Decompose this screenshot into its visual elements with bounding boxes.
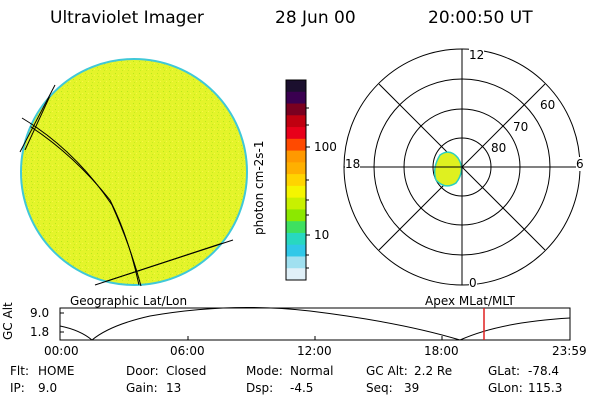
gain-label: Gain: [126,381,158,395]
gc-alt-label: GC Alt: [366,364,408,378]
colorbar-segment [286,91,306,105]
glat-label: GLat: [488,364,521,378]
seq-label: Seq: [366,381,393,395]
mlt-label-6: 6 [576,157,584,171]
colorbar-segment [286,127,306,140]
colorbar-segment [286,221,306,234]
mode-label: Mode: [246,364,283,378]
ip-label: IP: [10,381,25,395]
time-tick-1800: 18:00 [424,344,459,358]
dsp-value: -4.5 [290,381,314,395]
lat-label-60: 60 [539,98,557,112]
colorbar-segment [286,162,306,175]
flt-label: Flt: [10,364,29,378]
time-tick-0600: 06:00 [170,344,205,358]
globe-disk [20,58,248,286]
time-tick-0000: 00:00 [44,344,79,358]
seq-value: 39 [404,381,420,395]
door-value: Closed [166,364,207,378]
glon-label: GLon: [488,381,523,395]
instrument-title: Ultraviolet Imager [50,8,204,28]
aurora-patch [433,151,463,187]
colorbar-segment [286,150,306,163]
gain-value: 13 [166,381,182,395]
time-tick-1200: 12:00 [297,344,332,358]
alt-tick-9: 9.0 [30,306,50,320]
altitude-curve [59,306,571,341]
alt-tick-1-8: 1.8 [30,325,50,339]
colorbar-segment [286,197,306,210]
dsp-label: Dsp: [246,381,274,395]
time-tick-2359: 23:59 [552,344,587,358]
glat-value: -78.4 [528,364,560,378]
glon-value: 115.3 [528,381,563,395]
colorbar-segment [286,209,306,222]
alt-axis-label: GC Alt [1,302,15,340]
apex-caption: Apex MLat/MLT [425,294,515,308]
gc-alt-value: 2.2 Re [414,364,453,378]
colorbar-segment [286,174,306,187]
ip-value: 9.0 [38,381,58,395]
lat-label-70: 70 [512,120,530,134]
colorbar-tick-100: 100 [314,140,337,154]
colorbar-segment [286,232,306,246]
flt-value: HOME [38,364,75,378]
colorbar-segment [286,115,306,128]
mlt-label-12: 12 [469,48,485,62]
colorbar-tick-10: 10 [314,228,330,242]
mlt-label-0: 0 [469,276,477,290]
colorbar-segment [286,244,306,257]
colorbar-segment [286,185,306,199]
colorbar-segment [286,103,306,116]
colorbar-segment [286,138,306,152]
geographic-caption: Geographic Lat/Lon [70,294,188,308]
date-label: 28 Jun 00 [275,8,356,28]
door-label: Door: [126,364,159,378]
colorbar-segment [286,80,306,93]
mlt-label-18: 18 [345,157,361,171]
mode-value: Normal [290,364,334,378]
lat-label-80: 80 [490,141,508,155]
colorbar-segment [286,256,306,269]
colorbar-segment [286,268,306,281]
time-label: 20:00:50 UT [428,8,533,28]
